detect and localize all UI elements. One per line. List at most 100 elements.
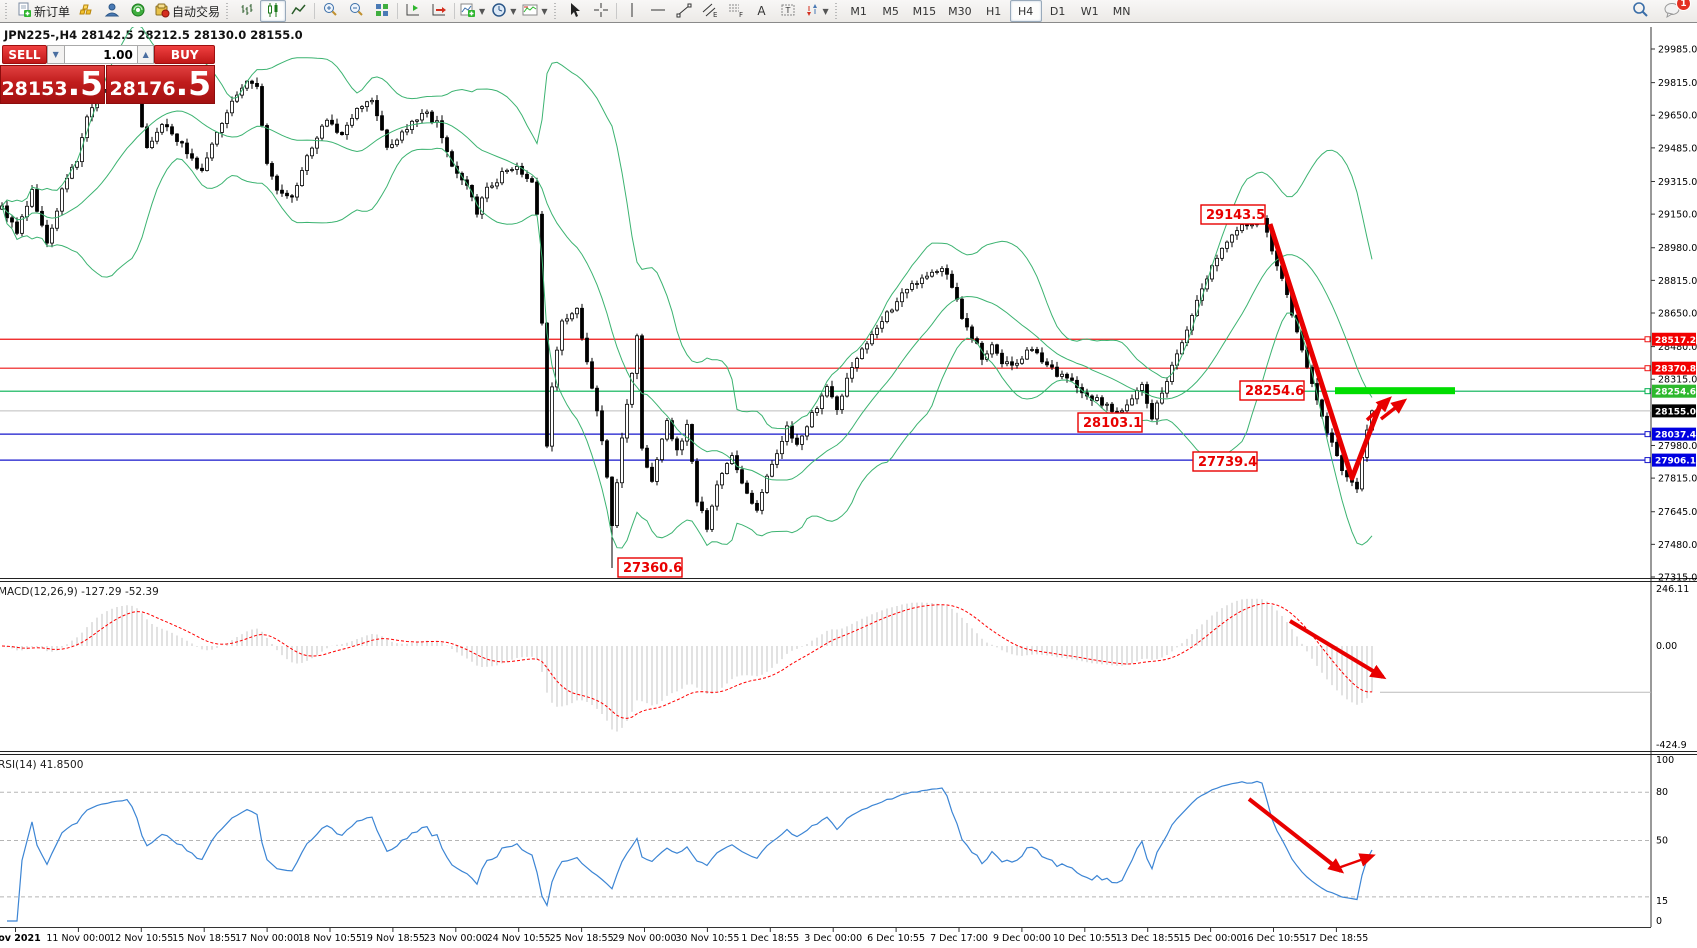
candle-body <box>180 141 184 144</box>
candlestick-chart-button[interactable] <box>260 0 287 22</box>
timeframe-mn-button[interactable]: MN <box>1112 4 1131 18</box>
timeframe-m5-button[interactable]: M5 <box>882 4 899 18</box>
notifications-button[interactable]: 1 <box>1659 0 1691 22</box>
candle-body <box>935 271 939 273</box>
toolbar-grip[interactable] <box>5 3 10 19</box>
candle-body <box>490 185 494 188</box>
sell-button[interactable]: SELL <box>2 45 47 64</box>
new-order-button[interactable]: 新订单 <box>13 0 73 22</box>
candle-body <box>605 440 609 478</box>
candle-body <box>310 147 314 157</box>
fibonacci-button[interactable]: F <box>723 0 749 22</box>
toolbar-grip[interactable] <box>553 3 559 19</box>
candle-body <box>1040 352 1044 363</box>
rsi-indicator-label: RSI(14) 41.8500 <box>0 759 83 771</box>
toolbar-grip[interactable] <box>226 3 232 19</box>
candle-body <box>830 386 834 398</box>
templates-button[interactable]: ▼ <box>519 0 550 22</box>
periods-button[interactable]: ▼ <box>488 0 519 22</box>
candle-body <box>505 169 509 173</box>
zoom-out-button[interactable] <box>343 0 369 22</box>
candle-body <box>1360 456 1364 490</box>
text-label-button[interactable]: T <box>775 0 801 22</box>
bar-chart-button[interactable] <box>234 0 260 22</box>
zoom-out-icon <box>348 2 364 21</box>
candle-body <box>905 289 909 294</box>
auto-trading-button[interactable]: 自动交易 <box>151 0 223 22</box>
candle-body <box>400 131 404 141</box>
candle-body <box>940 268 944 272</box>
candle-body <box>930 271 934 277</box>
time-tick-label: 18 Nov 10:55 <box>298 933 362 944</box>
timeframe-h4-button[interactable]: H4 <box>1009 0 1042 22</box>
timeframe-d1-button[interactable]: D1 <box>1049 4 1066 18</box>
candle-body <box>380 115 384 131</box>
candle-body <box>1110 403 1114 412</box>
search-button[interactable] <box>1627 0 1653 22</box>
candle-body <box>665 420 669 440</box>
candle-body <box>1330 432 1334 443</box>
chart-shift-button[interactable] <box>400 0 426 22</box>
candle-body <box>320 125 324 139</box>
text-button[interactable]: A <box>749 0 775 22</box>
candle-body <box>290 195 294 198</box>
candle-body <box>535 181 539 215</box>
candle-body <box>915 283 919 285</box>
candle-body <box>675 438 679 451</box>
toolbar-grip[interactable] <box>834 3 840 19</box>
new-order-icon <box>16 2 32 21</box>
horizontal-line-button[interactable] <box>645 0 671 22</box>
cursor-button[interactable] <box>562 0 588 22</box>
candle-body <box>740 469 744 484</box>
candle-body <box>285 192 289 197</box>
line-chart-button[interactable] <box>286 0 312 22</box>
data-window-button[interactable] <box>99 0 125 22</box>
candle-body <box>1320 399 1324 417</box>
buy-price-panel[interactable]: 28176.5 <box>105 65 215 104</box>
price-tick-label: 27645.0 <box>1658 507 1697 518</box>
volume-decrease-button[interactable]: ▼ <box>46 45 65 64</box>
auto-scroll-button[interactable] <box>426 0 452 22</box>
candle-body <box>685 424 689 442</box>
candle-body <box>745 482 749 494</box>
crosshair-button[interactable] <box>588 0 614 22</box>
candle-body <box>895 301 899 311</box>
indicators-button[interactable]: ▼ <box>457 0 488 22</box>
arrows-button[interactable]: ▼ <box>801 0 832 22</box>
candle-body <box>485 186 489 199</box>
timeframe-w1-button[interactable]: W1 <box>1080 4 1099 18</box>
time-tick-label: 17 Dec 18:55 <box>1304 933 1368 944</box>
timeframe-m15-button[interactable]: M15 <box>912 4 937 18</box>
tile-windows-button[interactable] <box>369 0 395 22</box>
timeframe-m30-button[interactable]: M30 <box>948 4 972 18</box>
candle-body <box>205 157 209 171</box>
toolbar-right: 1 <box>1627 0 1691 22</box>
candle-body <box>40 210 44 226</box>
sell-price-panel[interactable]: 28153.5 <box>0 65 105 104</box>
candle-body <box>425 111 429 114</box>
svg-text:T: T <box>784 6 790 15</box>
market-watch-button[interactable] <box>73 0 99 22</box>
candle-body <box>305 155 309 171</box>
candle-body <box>1155 402 1159 420</box>
candle-body <box>215 132 219 145</box>
timeframe-h1-button[interactable]: H1 <box>986 4 1002 18</box>
zoom-in-button[interactable] <box>317 0 343 22</box>
vertical-line-button[interactable] <box>619 0 645 22</box>
trend-arrow-small <box>1365 396 1392 422</box>
toolbar-separator <box>454 3 456 19</box>
signal-button[interactable] <box>125 0 151 22</box>
timeframe-m1-button[interactable]: M1 <box>850 4 867 18</box>
trendline-button[interactable] <box>671 0 697 22</box>
volume-increase-button[interactable]: ▲ <box>136 45 155 64</box>
candle-body <box>825 386 829 397</box>
buy-button[interactable]: BUY <box>154 45 215 64</box>
equidistant-channel-button[interactable]: E <box>697 0 723 22</box>
volume-input[interactable]: 1.00 <box>64 45 137 64</box>
candle-body <box>820 395 824 409</box>
candle-body <box>1010 361 1014 366</box>
text-label-icon: T <box>780 2 796 21</box>
candle-body <box>1060 373 1064 377</box>
price-tick-label: 28815.0 <box>1658 276 1697 287</box>
